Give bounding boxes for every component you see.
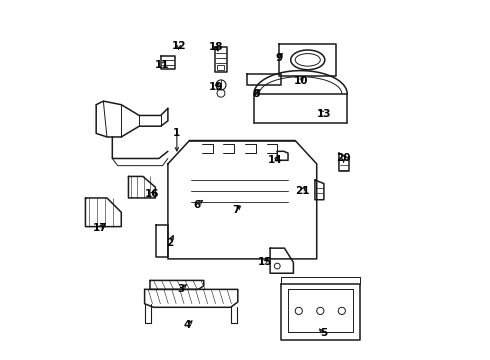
Text: 13: 13 xyxy=(317,109,331,119)
Text: 2: 2 xyxy=(166,238,173,248)
Text: 17: 17 xyxy=(93,224,107,233)
Text: 15: 15 xyxy=(257,257,272,267)
Text: 4: 4 xyxy=(184,320,191,330)
Text: 16: 16 xyxy=(145,189,159,199)
Text: 6: 6 xyxy=(193,200,200,210)
Text: 7: 7 xyxy=(232,206,240,216)
Text: 9: 9 xyxy=(275,53,283,63)
Text: 20: 20 xyxy=(336,153,351,163)
Text: 18: 18 xyxy=(209,42,223,52)
Text: 21: 21 xyxy=(295,186,310,196)
Text: 8: 8 xyxy=(252,89,259,99)
Bar xyxy=(217,65,224,69)
Text: 12: 12 xyxy=(172,41,186,50)
Text: 1: 1 xyxy=(173,129,180,138)
Text: 19: 19 xyxy=(209,82,223,92)
Text: 3: 3 xyxy=(177,284,184,294)
Text: 5: 5 xyxy=(320,328,327,338)
Text: 11: 11 xyxy=(155,60,170,70)
Text: 10: 10 xyxy=(294,76,308,86)
Text: 14: 14 xyxy=(268,155,283,165)
